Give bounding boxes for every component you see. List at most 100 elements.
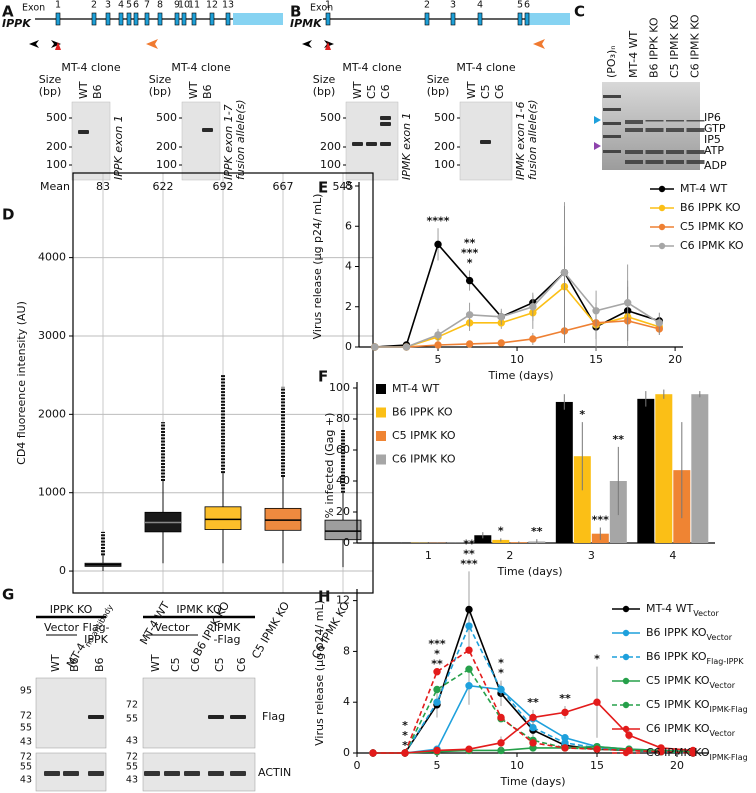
exon-number: 1 bbox=[325, 0, 331, 11]
data-point bbox=[561, 744, 569, 752]
data-point bbox=[529, 739, 537, 747]
exon-number: 9 bbox=[174, 0, 180, 11]
legend-marker bbox=[622, 677, 630, 685]
actin-band bbox=[164, 771, 180, 776]
exon-number: 13 bbox=[222, 0, 234, 11]
data-point bbox=[465, 276, 474, 285]
significance: **** bbox=[427, 214, 450, 227]
legend-marker bbox=[658, 242, 666, 250]
actin-band bbox=[184, 771, 200, 776]
lane-label: B6 bbox=[68, 657, 81, 672]
rescue-label: IPMK bbox=[214, 621, 241, 634]
lane-label: C5 IPMK KO bbox=[668, 14, 681, 78]
utr-block bbox=[529, 13, 570, 25]
data-point bbox=[529, 335, 537, 343]
tlc-band bbox=[625, 128, 643, 132]
mw-marker: 43 bbox=[126, 775, 138, 786]
size-marker: 100 bbox=[434, 158, 455, 171]
data-point bbox=[592, 307, 600, 315]
x-tick-label: 3 bbox=[588, 549, 595, 562]
mean-value: 692 bbox=[213, 180, 234, 193]
tlc-label: ATP bbox=[704, 144, 724, 157]
size-marker: 500 bbox=[320, 111, 341, 124]
exon bbox=[450, 12, 456, 26]
data-point bbox=[369, 749, 377, 757]
data-point bbox=[497, 685, 505, 694]
exon-label: Exon bbox=[22, 3, 45, 14]
lane-label: WT bbox=[149, 654, 162, 672]
y-axis-label: % infected (Gag +) bbox=[323, 413, 336, 519]
data-point bbox=[434, 341, 442, 349]
exon bbox=[225, 12, 231, 26]
actin-band bbox=[144, 771, 160, 776]
y-tick-label: 4000 bbox=[38, 251, 66, 264]
tlc-band bbox=[645, 128, 664, 132]
mean-label: Mean bbox=[40, 180, 70, 193]
gel-caption: fusion allele(s) bbox=[526, 99, 539, 180]
gel-caption: IPPK exon 1 bbox=[112, 115, 125, 180]
size-marker: 100 bbox=[156, 158, 177, 171]
data-point bbox=[433, 685, 441, 694]
significance: * bbox=[498, 657, 504, 670]
mw-marker: 43 bbox=[20, 775, 32, 786]
x-tick-label: 10 bbox=[510, 353, 524, 366]
exon-number: 8 bbox=[157, 0, 163, 11]
data-point bbox=[433, 746, 441, 755]
tlc-band bbox=[645, 150, 664, 154]
size-label: Size bbox=[427, 73, 450, 86]
tlc-label: ADP bbox=[704, 159, 727, 172]
lane-label: C6 bbox=[493, 84, 506, 99]
lane-label: WT bbox=[465, 81, 478, 99]
data-point bbox=[497, 713, 505, 722]
significance: ** bbox=[463, 537, 475, 550]
group-title: IPMK KO bbox=[176, 603, 222, 616]
actin-band bbox=[44, 771, 60, 776]
size-marker: 100 bbox=[46, 158, 67, 171]
blot bbox=[35, 677, 107, 749]
legend-marker bbox=[622, 653, 630, 661]
legend-swatch bbox=[376, 431, 386, 441]
x-tick-label: 20 bbox=[668, 353, 682, 366]
size-marker: 500 bbox=[46, 111, 67, 124]
panel-letter: C bbox=[574, 3, 585, 21]
gel-band bbox=[380, 122, 391, 126]
lane-label: C5 bbox=[213, 657, 226, 672]
legend-marker bbox=[622, 749, 630, 757]
legend-label: B6 IPPK KO bbox=[392, 406, 453, 419]
exon bbox=[209, 12, 215, 26]
gel-band bbox=[380, 116, 391, 120]
legend-label: MT-4 WT bbox=[680, 182, 728, 195]
data-point bbox=[465, 605, 473, 614]
mean-value: 83 bbox=[96, 180, 110, 193]
data-point bbox=[465, 681, 473, 690]
data-point bbox=[465, 745, 473, 753]
exon-number: 3 bbox=[105, 0, 111, 11]
y-tick-label: 60 bbox=[336, 443, 350, 456]
y-tick-label: 80 bbox=[336, 412, 350, 425]
panel-letter: B bbox=[290, 3, 301, 21]
lane-label: WT bbox=[77, 81, 90, 99]
flag-band bbox=[230, 715, 246, 719]
primer-arrow bbox=[302, 40, 312, 48]
data-point bbox=[402, 343, 411, 351]
tlc-band bbox=[603, 135, 621, 138]
actin-band bbox=[63, 771, 79, 776]
panel-letter: E bbox=[318, 179, 328, 197]
y-tick-label: 0 bbox=[343, 746, 350, 759]
primer-arrow bbox=[146, 39, 158, 49]
lane-label: C5 bbox=[479, 84, 492, 99]
gel bbox=[181, 101, 221, 181]
y-tick-label: 1000 bbox=[38, 486, 66, 499]
significance: ** bbox=[527, 696, 539, 709]
gel-band bbox=[352, 142, 363, 146]
primer-arrow bbox=[29, 40, 39, 48]
significance: * bbox=[434, 648, 440, 661]
size-marker: 200 bbox=[434, 140, 455, 153]
size-marker: 500 bbox=[156, 111, 177, 124]
x-tick-label: 15 bbox=[590, 759, 604, 772]
bar bbox=[474, 535, 492, 543]
x-axis-label: Time (days) bbox=[488, 369, 554, 382]
legend-marker bbox=[658, 185, 666, 193]
exon-number: 4 bbox=[118, 0, 124, 11]
exon-number: 10 bbox=[178, 0, 190, 11]
